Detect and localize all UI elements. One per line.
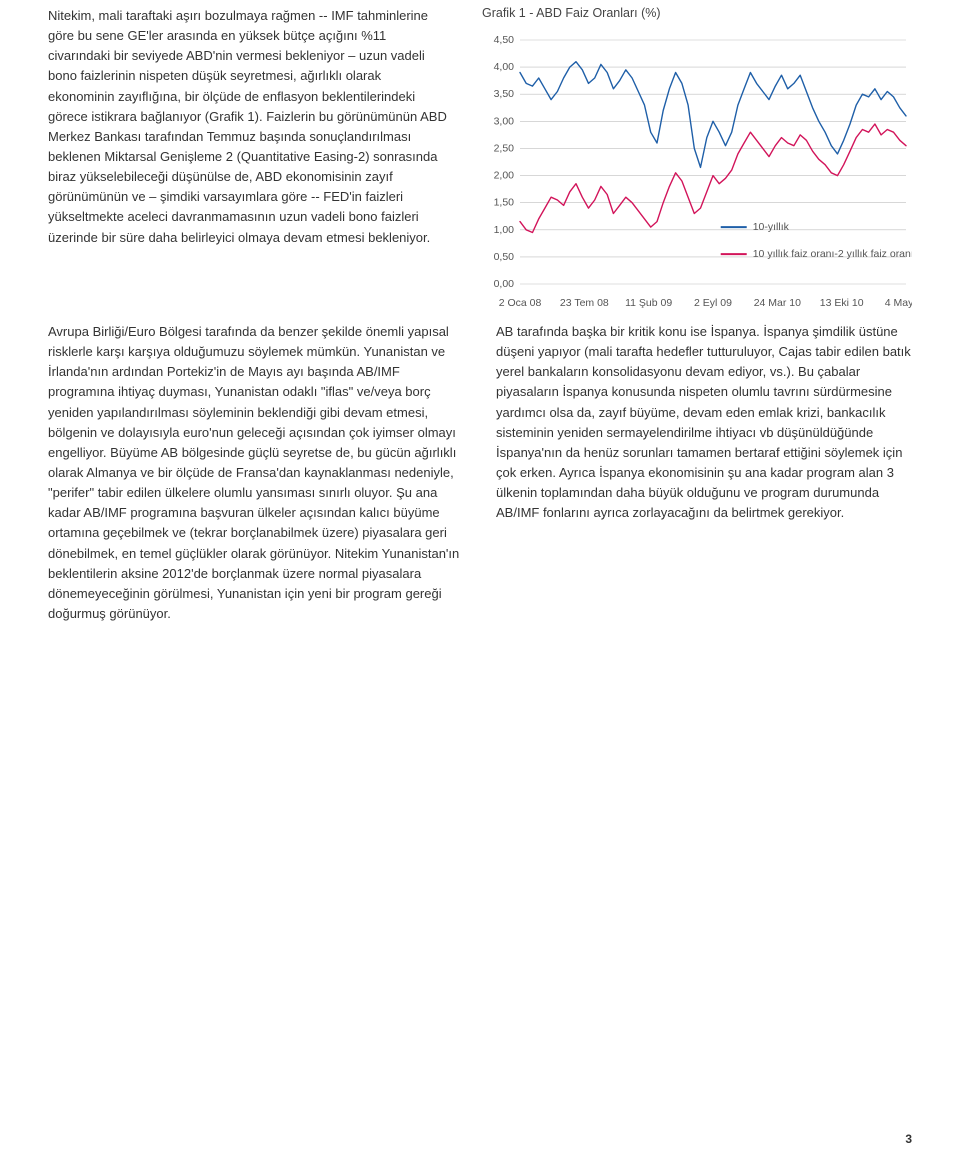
paragraph-2: Avrupa Birliği/Euro Bölgesi tarafında da… xyxy=(48,322,464,624)
paragraph-1: Nitekim, mali taraftaki aşırı bozulmaya … xyxy=(48,6,450,248)
y-tick-label: 4,00 xyxy=(494,61,515,73)
line-chart: 0,00 0,50 1,00 1,50 2,00 2,50 3,00 3,50 4,00 4,50… xyxy=(482,34,912,314)
chart-title: Grafik 1 - ABD Faiz Oranları (%) xyxy=(482,6,912,20)
top-columns: Nitekim, mali taraftaki aşırı bozulmaya … xyxy=(48,6,912,314)
x-tick-label: 24 Mar 10 xyxy=(754,297,801,309)
x-tick-label: 2 Eyl 09 xyxy=(694,297,732,309)
y-tick-label: 0,50 xyxy=(494,251,515,263)
y-tick-label: 0,00 xyxy=(494,278,515,290)
y-tick-label: 1,50 xyxy=(494,197,515,209)
x-tick-label: 13 Eki 10 xyxy=(820,297,864,309)
y-tick-label: 3,50 xyxy=(494,88,515,100)
x-tick-label: 4 May 11 xyxy=(885,297,912,309)
bottom-columns: Avrupa Birliği/Euro Bölgesi tarafında da… xyxy=(48,322,912,642)
chart-svg: 0,00 0,50 1,00 1,50 2,00 2,50 3,00 3,50 4,00 4,50… xyxy=(482,34,912,314)
bottom-left-column: Avrupa Birliği/Euro Bölgesi tarafında da… xyxy=(48,322,464,642)
bottom-right-column: AB tarafında başka bir kritik konu ise İ… xyxy=(496,322,912,642)
series-10y xyxy=(520,62,906,168)
x-tick-label: 23 Tem 08 xyxy=(560,297,609,309)
page-number: 3 xyxy=(905,1132,912,1146)
series-spread xyxy=(520,124,906,233)
y-tick-label: 3,00 xyxy=(494,115,515,127)
paragraph-3: AB tarafında başka bir kritik konu ise İ… xyxy=(496,322,912,523)
y-tick-label: 2,00 xyxy=(494,170,515,182)
top-right-column: Grafik 1 - ABD Faiz Oranları (%) 0,00 0,5… xyxy=(482,6,912,314)
y-tick-label: 4,50 xyxy=(494,34,515,46)
x-tick-label: 11 Şub 09 xyxy=(625,297,672,309)
top-left-column: Nitekim, mali taraftaki aşırı bozulmaya … xyxy=(48,6,450,314)
legend-label-1: 10-yıllık xyxy=(753,221,790,233)
y-tick-label: 1,00 xyxy=(494,224,515,236)
legend-label-2: 10 yıllık faiz oranı-2 yıllık faiz oranı xyxy=(753,248,912,260)
x-tick-label: 2 Oca 08 xyxy=(499,297,542,309)
y-tick-label: 2,50 xyxy=(494,142,515,154)
